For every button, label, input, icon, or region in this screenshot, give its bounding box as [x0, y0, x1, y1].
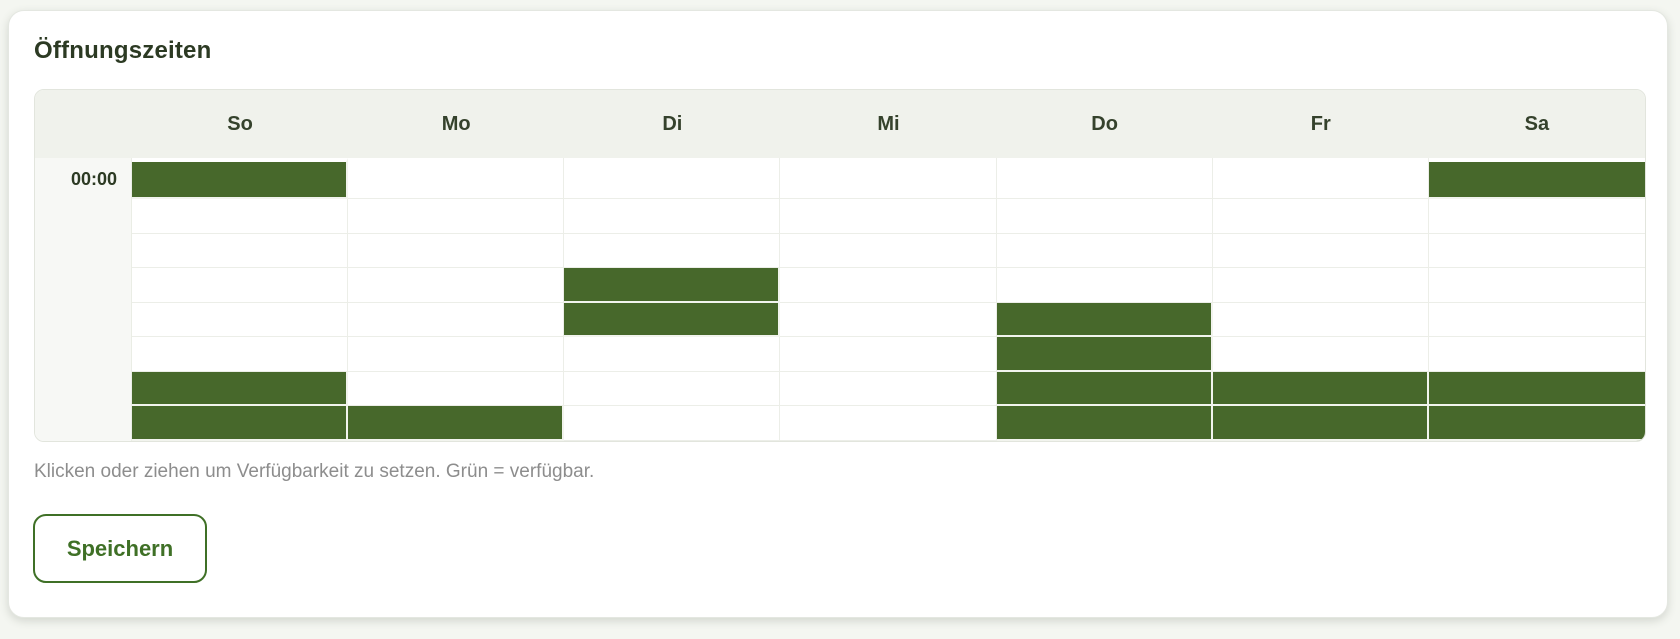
day-header-di: Di	[564, 90, 781, 158]
availability-cell-di-r3[interactable]	[564, 233, 781, 269]
availability-grid: So Mo Di Mi Do Fr Sa 00:00	[34, 89, 1646, 442]
availability-cell-so-r5[interactable]	[132, 302, 349, 338]
availability-cell-sa-r8[interactable]	[1428, 406, 1645, 441]
availability-cell-di-r4[interactable]	[564, 268, 781, 303]
availability-cell-so-r7[interactable]	[132, 371, 349, 407]
page-title: Öffnungszeiten	[34, 37, 212, 64]
availability-cell-mi-r4[interactable]	[780, 268, 997, 303]
availability-cell-fr-r6[interactable]	[1212, 337, 1429, 372]
availability-cell-di-r7[interactable]	[564, 371, 781, 407]
availability-cell-di-r5[interactable]	[564, 302, 781, 338]
availability-cell-sa-r6[interactable]	[1428, 337, 1645, 372]
availability-cell-sa-r1[interactable]	[1428, 158, 1645, 199]
day-header-mi: Mi	[780, 90, 997, 158]
hint-text: Klicken oder ziehen um Verfügbarkeit zu …	[34, 461, 595, 482]
availability-cell-mo-r7[interactable]	[348, 371, 565, 407]
availability-cell-do-r4[interactable]	[996, 268, 1213, 303]
availability-cell-mi-r3[interactable]	[780, 233, 997, 269]
availability-cell-do-r6[interactable]	[996, 337, 1213, 372]
availability-cell-do-r3[interactable]	[996, 233, 1213, 269]
opening-hours-card: Öffnungszeiten So Mo Di Mi Do Fr Sa 00:00 Klick…	[8, 10, 1668, 618]
availability-cell-fr-r3[interactable]	[1212, 233, 1429, 269]
grid-corner-cell	[35, 90, 132, 158]
availability-cell-so-r2[interactable]	[132, 199, 349, 234]
availability-cell-mi-r7[interactable]	[780, 371, 997, 407]
availability-cell-fr-r5[interactable]	[1212, 302, 1429, 338]
availability-cell-so-r8[interactable]	[132, 406, 349, 441]
availability-cell-mo-r1[interactable]	[348, 158, 565, 199]
availability-cell-fr-r4[interactable]	[1212, 268, 1429, 303]
availability-cell-di-r6[interactable]	[564, 337, 781, 372]
availability-cell-sa-r2[interactable]	[1428, 199, 1645, 234]
availability-cell-mo-r6[interactable]	[348, 337, 565, 372]
availability-cell-fr-r7[interactable]	[1212, 371, 1429, 407]
availability-cell-so-r1[interactable]	[132, 158, 349, 199]
availability-cell-mo-r8[interactable]	[348, 406, 565, 441]
day-header-mo: Mo	[348, 90, 565, 158]
day-header-do: Do	[996, 90, 1213, 158]
availability-cell-do-r8[interactable]	[996, 406, 1213, 441]
availability-cell-sa-r4[interactable]	[1428, 268, 1645, 303]
availability-cell-do-r7[interactable]	[996, 371, 1213, 407]
availability-cell-do-r1[interactable]	[996, 158, 1213, 199]
availability-cell-mo-r5[interactable]	[348, 302, 565, 338]
availability-cell-fr-r8[interactable]	[1212, 406, 1429, 441]
availability-cell-di-r2[interactable]	[564, 199, 781, 234]
availability-cell-do-r5[interactable]	[996, 302, 1213, 338]
availability-cell-so-r4[interactable]	[132, 268, 349, 303]
availability-cell-mi-r2[interactable]	[780, 199, 997, 234]
save-button[interactable]: Speichern	[33, 514, 207, 583]
availability-cell-mi-r6[interactable]	[780, 337, 997, 372]
availability-cell-so-r3[interactable]	[132, 233, 349, 269]
availability-cell-mo-r2[interactable]	[348, 199, 565, 234]
time-label: 00:00	[70, 169, 117, 189]
availability-cell-mo-r4[interactable]	[348, 268, 565, 303]
availability-cell-fr-r2[interactable]	[1212, 199, 1429, 234]
availability-cell-mo-r3[interactable]	[348, 233, 565, 269]
availability-cell-so-r6[interactable]	[132, 337, 349, 372]
availability-cell-mi-r8[interactable]	[780, 406, 997, 441]
availability-cell-di-r1[interactable]	[564, 158, 781, 199]
availability-cell-sa-r7[interactable]	[1428, 371, 1645, 407]
day-header-so: So	[132, 90, 349, 158]
availability-cell-mi-r1[interactable]	[780, 158, 997, 199]
availability-cell-mi-r5[interactable]	[780, 302, 997, 338]
availability-cell-di-r8[interactable]	[564, 406, 781, 441]
availability-cell-sa-r5[interactable]	[1428, 302, 1645, 338]
availability-cell-do-r2[interactable]	[996, 199, 1213, 234]
day-header-fr: Fr	[1212, 90, 1429, 158]
availability-cell-sa-r3[interactable]	[1428, 233, 1645, 269]
time-gutter: 00:00	[35, 158, 132, 441]
day-header-sa: Sa	[1428, 90, 1645, 158]
availability-cell-fr-r1[interactable]	[1212, 158, 1429, 199]
